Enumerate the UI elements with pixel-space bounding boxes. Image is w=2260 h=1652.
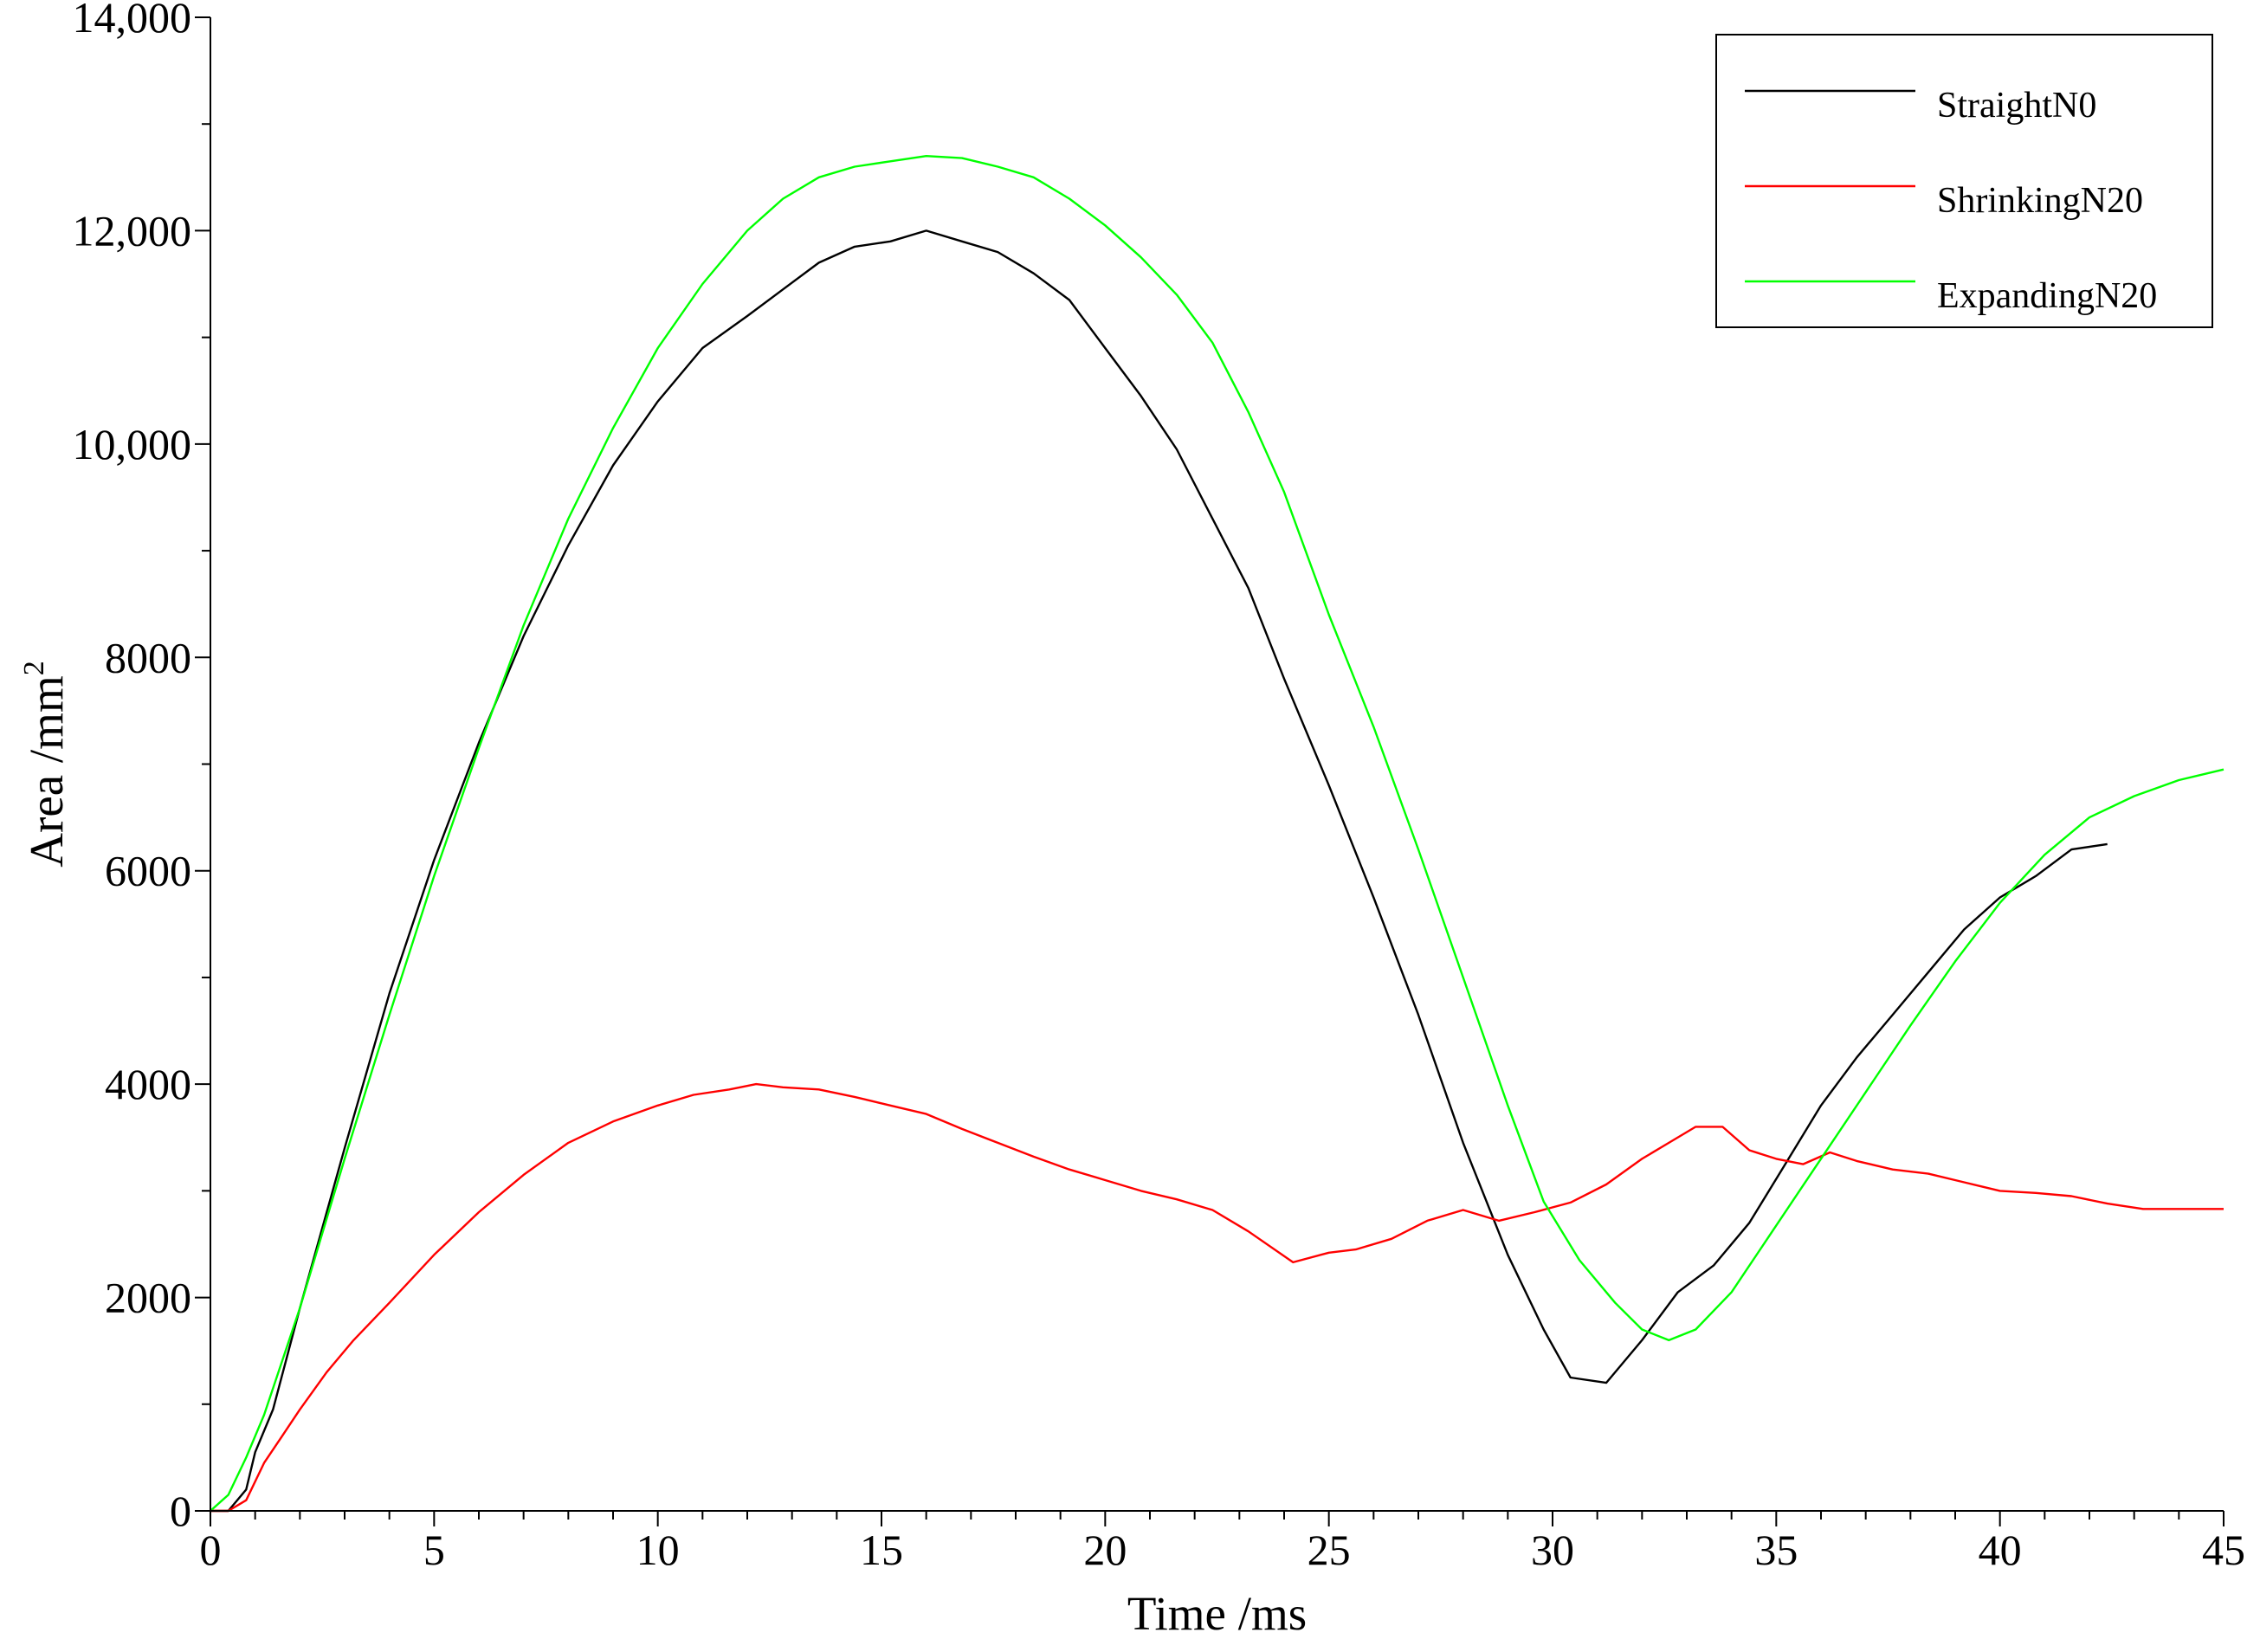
x-tick-label: 30 (1531, 1526, 1574, 1574)
x-tick-label: 25 (1308, 1526, 1351, 1574)
x-tick-label: 20 (1083, 1526, 1127, 1574)
legend-box (1715, 34, 2213, 328)
x-axis-label: Time /ms (1127, 1587, 1307, 1640)
x-tick-label: 35 (1754, 1526, 1798, 1574)
y-axis-label-superscript: 2 (18, 661, 50, 675)
y-tick-label: 8000 (105, 633, 191, 681)
legend: StraightN0 ShrinkingN20 ExpandingN20 (1715, 34, 2213, 328)
x-tick-label: 10 (636, 1526, 680, 1574)
y-tick-label: 6000 (105, 847, 191, 895)
x-tick-label: 40 (1979, 1526, 2022, 1574)
series-layer (210, 154, 2224, 1513)
series-line-ExpandingN20 (210, 154, 2224, 1512)
series-line-ShrinkingN20 (210, 1082, 2224, 1513)
legend-label-StraightN0: StraightN0 (1937, 86, 2096, 126)
y-tick-label: 4000 (105, 1060, 191, 1108)
x-tick-label: 15 (860, 1526, 903, 1574)
y-tick-label: 12,000 (73, 206, 192, 255)
y-tick-label: 0 (170, 1487, 191, 1535)
y-axis-label-main: Area /mm (20, 675, 73, 867)
y-tick-label: 10,000 (73, 420, 192, 468)
x-tick-label: 0 (200, 1526, 222, 1574)
x-tick-label: 45 (2202, 1526, 2245, 1574)
legend-label-ShrinkingN20: ShrinkingN20 (1937, 181, 2143, 221)
y-tick-label: 14,000 (73, 0, 192, 42)
legend-label-ExpandingN20: ExpandingN20 (1937, 276, 2157, 316)
axis-layer: 0 2000 4000 6000 8000 10,000 12,000 14,000 0 5 10 1… (73, 0, 2246, 1574)
y-axis-label: Area /mm2 (18, 661, 73, 867)
x-tick-label: 5 (423, 1526, 445, 1574)
series-line-StraightN0 (210, 229, 2108, 1513)
y-tick-label: 2000 (105, 1274, 191, 1322)
